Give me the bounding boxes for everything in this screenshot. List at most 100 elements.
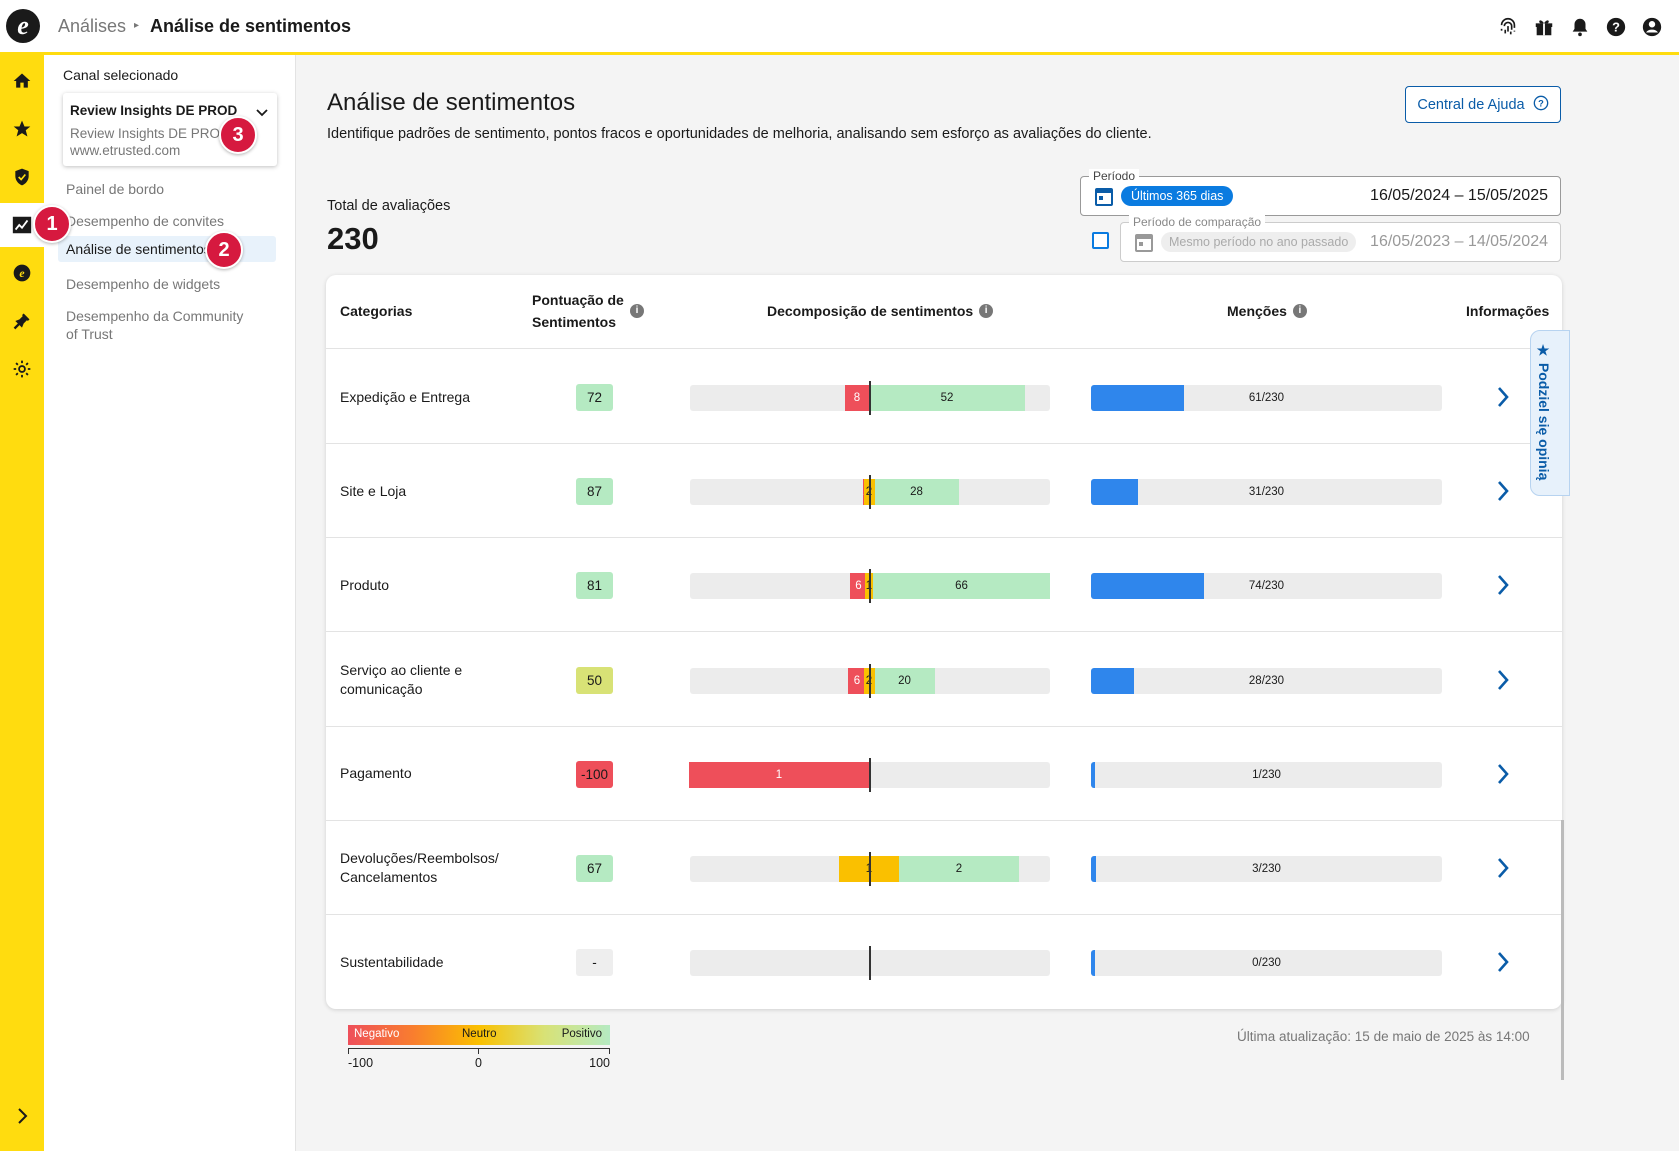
icon-rail: e [0,55,44,1151]
legend-ticks: -100 0 100 [348,1056,610,1070]
chevron-right-icon[interactable] [1492,383,1514,411]
sentiment-breakdown-bar: 1228 [690,475,1050,510]
canal-subtitle: Review Insights DE PROD [70,126,230,141]
mentions-fill [1091,479,1139,506]
feedback-tab-label: ★ Podziel się opinią [1536,343,1552,481]
category-name: Produto [340,576,390,593]
legend-positive: Positivo [561,1028,602,1040]
calendar-icon [1095,186,1113,211]
category-name: Sustentabilidade [340,953,444,970]
table-row[interactable]: Serviço ao cliente e comunicação 50 6220… [326,633,1562,727]
sidebar: Canal selecionado Review Insights DE PRO… [44,55,296,1151]
table-row[interactable]: Pagamento -100 1 1/230 [326,727,1562,821]
period-dates: 16/05/2024 – 15/05/2025 [1370,187,1548,204]
comparison-period-selector[interactable]: Período de comparação Mesmo período no a… [1120,215,1561,262]
chevron-right-icon[interactable] [1492,477,1514,505]
header-score: Pontuação de Sentimentos i [532,289,662,333]
chevron-right-icon[interactable] [1492,571,1514,599]
legend-max: 100 [589,1056,610,1070]
zero-axis [869,569,871,604]
help-center-label: Central de Ajuda [1417,96,1525,113]
account-icon[interactable] [1639,14,1665,40]
home-icon[interactable] [0,59,44,103]
info-icon[interactable]: i [630,304,644,318]
chevron-right-icon[interactable] [1492,666,1514,694]
mentions-bar: 74/230 [1091,573,1442,600]
bell-icon[interactable] [1567,14,1593,40]
zero-axis [869,946,871,981]
star-icon[interactable] [0,107,44,151]
mentions-bar: 61/230 [1091,385,1442,411]
nav-item-invites[interactable]: Desempenho de convites [66,213,224,229]
category-name: Serviço ao cliente e comunicação [340,661,463,697]
period-selector[interactable]: Período Últimos 365 dias 16/05/2024 – 15… [1080,169,1561,216]
zero-axis [869,757,871,792]
mentions-fill [1091,856,1096,882]
help-icon[interactable]: ? [1603,14,1629,40]
shield-icon[interactable] [0,155,44,199]
breadcrumb-parent[interactable]: Análises [58,16,127,36]
sentiment-score: 81 [576,572,613,600]
fingerprint-icon[interactable] [1495,14,1521,40]
header-mentions: Menções i [1227,303,1307,319]
etrusted-logo[interactable]: e [6,9,40,43]
negative-segment: 6 [848,667,866,694]
chart-icon[interactable] [0,203,44,247]
canal-selector[interactable]: Review Insights DE PROD Review Insights … [63,93,277,166]
help-center-button[interactable]: Central de Ajuda ? [1405,86,1561,123]
comparison-checkbox[interactable] [1092,232,1109,249]
sentiment-breakdown-bar: 8 52 [690,381,1050,415]
info-icon[interactable]: i [1292,304,1307,318]
sentiment-score: 67 [576,855,613,882]
canal-label: Canal selecionado [63,67,179,83]
header-info: Informações [1466,303,1549,319]
category-name: Devoluções/Reembolsos/ Cancelamentos [340,850,499,885]
table-row[interactable]: Site e Loja 87 1228 31/230 [326,444,1562,539]
expand-rail-icon[interactable] [0,1101,44,1131]
gift-icon[interactable] [1531,14,1557,40]
scrollbar-thumb[interactable] [1561,820,1564,1080]
nav-item-dashboard[interactable]: Painel de bordo [66,181,165,197]
mentions-bar: 31/230 [1091,479,1442,506]
table-row[interactable]: Devoluções/Reembolsos/ Cancelamentos 67 … [326,821,1562,915]
zero-axis [869,852,871,886]
nav-item-widgets[interactable]: Desempenho de widgets [66,276,221,292]
gear-icon[interactable] [0,347,44,391]
header-categories-label: Categorias [340,303,413,319]
table-row[interactable]: Sustentabilidade - 0/230 [326,915,1562,1009]
mentions-label: 0/230 [1252,957,1281,970]
sentiment-score: - [576,949,613,977]
plug-icon[interactable] [0,299,44,343]
mentions-bar: 0/230 [1091,950,1442,977]
info-icon[interactable]: i [979,304,994,318]
chevron-right-icon[interactable] [1492,854,1514,882]
chevron-right-icon[interactable] [1492,760,1514,788]
table-row[interactable]: Produto 81 6166 74/230 [326,538,1562,633]
sentiment-breakdown-bar: 6166 [690,569,1050,604]
svg-text:?: ? [1538,98,1544,108]
page-title: Análise de sentimentos [327,89,576,116]
header-breakdown: Decomposição de sentimentos i [767,303,994,319]
nav-item-sentiment[interactable]: Análise de sentimentos [58,236,276,262]
feedback-tab[interactable]: ★ Podziel się opinią [1530,330,1570,496]
nav-item-community[interactable]: Desempenho da Community of Trust [66,308,244,342]
mentions-label: 28/230 [1248,674,1285,687]
breadcrumb-current: Análise de sentimentos [150,16,352,36]
comparison-dates: 16/05/2023 – 14/05/2024 [1370,233,1548,250]
positive-segment: 20 [874,667,935,694]
chevron-right-icon[interactable] [1492,948,1514,976]
sentiment-score: 50 [576,666,613,694]
category-name: Pagamento [340,765,412,782]
mentions-label: 61/230 [1248,392,1285,404]
mentions-label: 31/230 [1248,486,1285,499]
chevron-down-icon[interactable] [255,105,269,123]
annotation-badge-3: 3 [219,116,257,154]
period-pill[interactable]: Últimos 365 dias [1121,186,1234,206]
etrusted-icon[interactable]: e [0,251,44,295]
sentiment-breakdown-bar: 12 [690,852,1050,886]
table-row[interactable]: Expedição e Entrega 72 8 52 61/230 [326,350,1562,444]
sentiment-score: 72 [576,384,613,411]
sentiment-score: 87 [576,478,613,506]
top-bar: e Análises ▸ Análise de sentimentos ? [0,0,1679,55]
header-breakdown-label: Decomposição de sentimentos [767,303,974,319]
